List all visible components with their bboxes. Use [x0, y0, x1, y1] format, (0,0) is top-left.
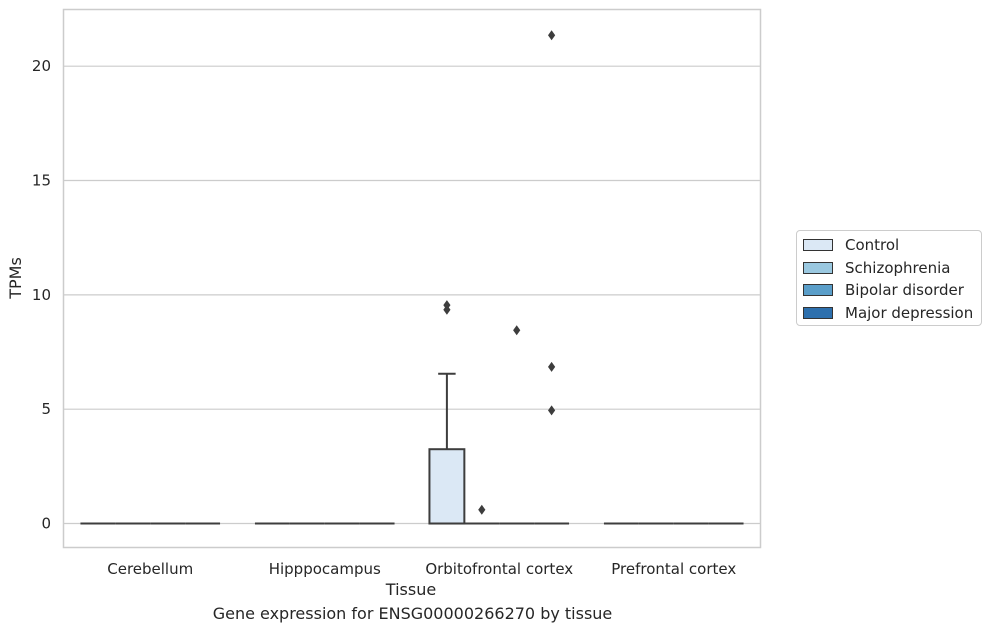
outlier-point [548, 405, 556, 416]
box-plots [80, 30, 744, 525]
legend-label: Control [845, 236, 900, 254]
legend-item: Major depression [803, 303, 973, 323]
box-schizophrenia [464, 504, 500, 525]
chart-caption: Gene expression for ENSG00000266270 by t… [212, 604, 613, 623]
grid-lines [63, 65, 761, 525]
y-tick-label: 10 [32, 286, 51, 304]
outlier-point [478, 504, 486, 515]
plot-frame [62, 8, 762, 549]
box-body [428, 448, 466, 525]
x-tick-label: Prefrontal cortex [611, 560, 736, 578]
outlier-point [513, 325, 521, 336]
legend-label: Schizophrenia [845, 258, 951, 277]
outlier-point [548, 361, 556, 372]
y-axis-label: TPMs [6, 257, 25, 300]
y-tick-label: 5 [41, 400, 51, 418]
x-tick-labels: Cerebellum Hipppocampus Orbitofrontal cort… [107, 560, 736, 578]
outlier-point [443, 300, 451, 311]
y-tick-labels: 0 5 10 15 20 [32, 57, 51, 532]
legend: Control Schizophrenia Bipolar disorder Majo… [796, 230, 982, 326]
legend-item: Control [803, 235, 899, 255]
y-tick-label: 20 [32, 57, 51, 75]
x-tick-label: Cerebellum [107, 560, 193, 578]
outlier-point [548, 30, 556, 41]
legend-swatch [803, 284, 833, 296]
x-tick-label: Hipppocampus [269, 560, 381, 578]
box-control [428, 300, 466, 525]
y-tick-label: 15 [32, 172, 51, 190]
legend-swatch [803, 306, 833, 319]
x-axis-label: Tissue [385, 580, 436, 599]
box-major-depression [534, 30, 570, 525]
box-bipolar-disorder [499, 325, 535, 525]
y-tick-label: 0 [41, 515, 51, 533]
legend-swatch [803, 261, 833, 274]
legend-item: Schizophrenia [803, 258, 950, 278]
legend-label: Major depression [845, 303, 974, 322]
legend-swatch [803, 239, 833, 251]
legend-label: Bipolar disorder [845, 281, 964, 299]
legend-item: Bipolar disorder [803, 280, 964, 300]
x-tick-label: Orbitofrontal cortex [425, 560, 573, 578]
